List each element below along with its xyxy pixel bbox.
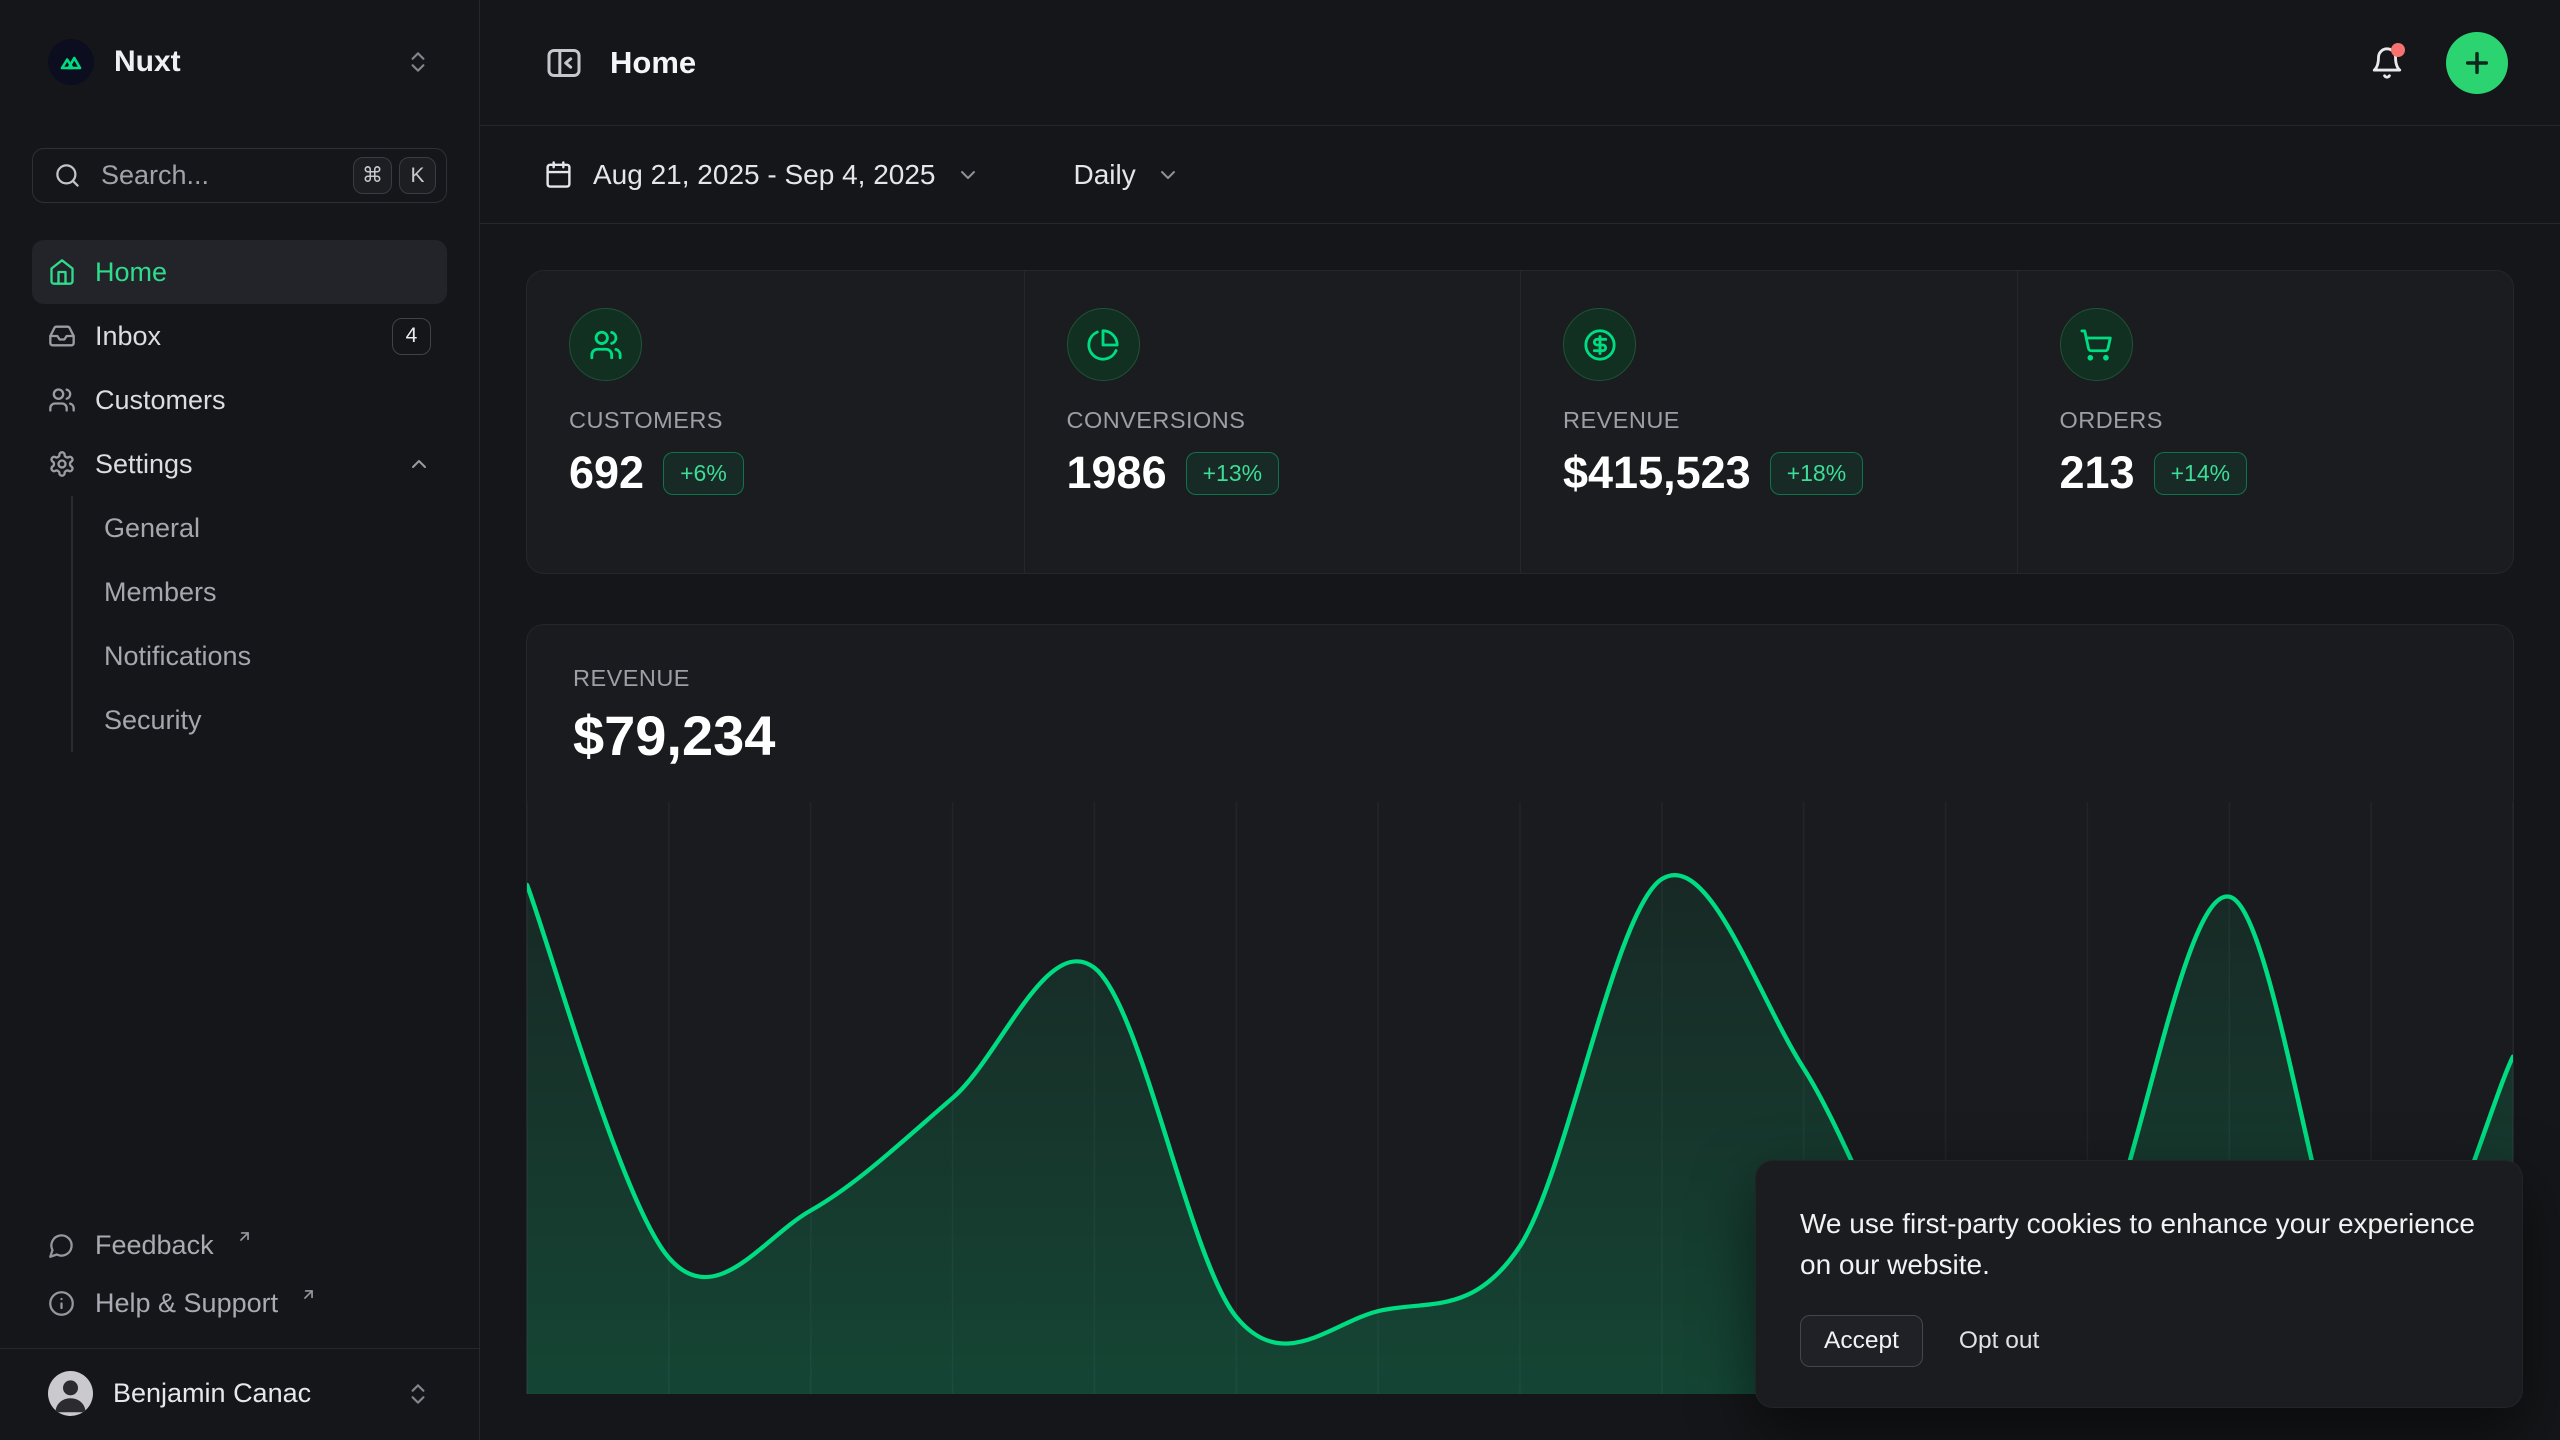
sidebar-item-notifications[interactable]: Notifications — [104, 640, 252, 671]
search-shortcut: ⌘ K — [353, 157, 436, 194]
dollar-circle-icon — [1563, 308, 1636, 381]
avatar — [48, 1371, 93, 1416]
revenue-chart-header: REVENUE $79,234 — [527, 625, 2513, 768]
sidebar-item-inbox[interactable]: Inbox 4 — [32, 304, 447, 368]
stat-card-orders[interactable]: ORDERS 213 +14% — [2016, 271, 2514, 573]
stat-card-customers[interactable]: CUSTOMERS 692 +6% — [527, 271, 1024, 573]
opt-out-button[interactable]: Opt out — [1958, 1327, 2040, 1354]
external-link-icon — [236, 1228, 253, 1245]
stat-value: 692 — [569, 447, 645, 498]
granularity-value: Daily — [1073, 158, 1136, 190]
stat-label: CONVERSIONS — [1066, 407, 1246, 433]
sidebar-item-customers[interactable]: Customers — [32, 368, 447, 432]
stat-label: CUSTOMERS — [569, 407, 723, 433]
search-icon — [54, 162, 81, 189]
plus-icon — [2465, 51, 2489, 74]
users-icon — [48, 386, 76, 414]
stat-delta-badge: +6% — [663, 451, 744, 495]
search-placeholder: Search... — [101, 160, 210, 190]
help-support-label: Help & Support — [95, 1287, 279, 1318]
page-title: Home — [610, 44, 697, 80]
feedback-link[interactable]: Feedback — [32, 1216, 447, 1274]
bell-icon — [2372, 47, 2402, 79]
collapse-sidebar-icon[interactable] — [544, 43, 584, 83]
topbar-actions — [2366, 31, 2508, 94]
notification-dot — [2391, 42, 2405, 57]
date-range-value: Aug 21, 2025 - Sep 4, 2025 — [593, 158, 936, 190]
cookie-banner: We use first-party cookies to enhance yo… — [1755, 1160, 2523, 1408]
external-link-icon — [300, 1286, 317, 1303]
help-support-link[interactable]: Help & Support — [32, 1274, 447, 1332]
stat-card-revenue[interactable]: REVENUE $415,523 +18% — [1520, 271, 2017, 573]
chevron-down-icon — [1156, 163, 1180, 187]
date-range-picker[interactable]: Aug 21, 2025 - Sep 4, 2025 — [526, 143, 998, 207]
stat-value: 1986 — [1066, 447, 1167, 498]
sidebar-footer: Feedback Help & Support Benjamin Canac — [0, 1216, 479, 1440]
revenue-label: REVENUE — [573, 665, 690, 691]
topbar: Home — [480, 0, 2560, 126]
sidebar-spacer — [32, 752, 447, 1216]
chevrons-up-down-icon — [405, 1381, 431, 1407]
message-bubble-icon — [48, 1232, 75, 1259]
inbox-count-badge: 4 — [392, 317, 431, 355]
shopping-cart-icon — [2059, 308, 2133, 381]
granularity-select[interactable]: Daily — [1056, 143, 1198, 207]
filter-bar: Aug 21, 2025 - Sep 4, 2025 Daily — [480, 126, 2560, 224]
search-input[interactable]: Search... ⌘ K — [32, 148, 447, 203]
cookie-message: We use first-party cookies to enhance yo… — [1800, 1208, 2475, 1280]
info-circle-icon — [48, 1290, 75, 1317]
gear-icon — [48, 450, 76, 478]
sidebar-item-label: Inbox — [95, 320, 162, 351]
users-icon — [569, 308, 642, 381]
pie-chart-icon — [1066, 308, 1140, 381]
stat-delta-badge: +13% — [1185, 451, 1280, 495]
sidebar-item-label: Home — [95, 256, 168, 287]
feedback-label: Feedback — [95, 1229, 214, 1260]
workspace-switcher[interactable]: Nuxt — [32, 36, 447, 88]
kbd-k: K — [399, 157, 436, 194]
sidebar-divider — [0, 1348, 479, 1349]
chevron-down-icon — [956, 163, 980, 187]
add-button[interactable] — [2446, 31, 2508, 94]
revenue-total: $79,234 — [573, 704, 776, 767]
sidebar-nav: Home Inbox 4 Customers Settings Genera — [32, 240, 447, 752]
sidebar: Nuxt Search... ⌘ K Home Inbox 4 — [0, 0, 480, 1440]
sidebar-item-members[interactable]: Members — [104, 576, 217, 607]
stat-label: REVENUE — [1563, 407, 1680, 433]
calendar-icon — [544, 160, 573, 189]
accept-cookies-button[interactable]: Accept — [1800, 1315, 1923, 1367]
inbox-icon — [48, 322, 76, 350]
sidebar-item-label: Customers — [95, 384, 226, 415]
workspace-name: Nuxt — [114, 45, 181, 78]
stat-card-conversions[interactable]: CONVERSIONS 1986 +13% — [1023, 271, 1521, 573]
stat-delta-badge: +14% — [2153, 451, 2248, 495]
sidebar-item-security[interactable]: Security — [104, 704, 202, 735]
stat-label: ORDERS — [2059, 407, 2163, 433]
stats-row: CUSTOMERS 692 +6% CONVERSIONS 1986 +13% — [526, 270, 2514, 574]
chevrons-up-down-icon — [405, 49, 431, 75]
sidebar-item-label: Settings — [95, 448, 193, 479]
stat-value: $415,523 — [1563, 447, 1751, 498]
notifications-button[interactable] — [2366, 42, 2408, 84]
stat-delta-badge: +18% — [1769, 451, 1864, 495]
settings-subnav: General Members Notifications Security — [71, 496, 447, 752]
home-icon — [48, 258, 76, 286]
sidebar-item-general[interactable]: General — [104, 512, 201, 543]
sidebar-item-home[interactable]: Home — [32, 240, 447, 304]
cookie-actions: Accept Opt out — [1800, 1315, 2478, 1367]
user-name: Benjamin Canac — [113, 1378, 312, 1408]
sidebar-item-settings[interactable]: Settings — [32, 432, 447, 496]
nuxt-logo-icon — [48, 39, 94, 85]
stat-value: 213 — [2059, 447, 2135, 498]
chevron-up-icon — [407, 452, 431, 476]
kbd-command: ⌘ — [353, 157, 392, 194]
user-menu[interactable]: Benjamin Canac — [32, 1349, 447, 1440]
